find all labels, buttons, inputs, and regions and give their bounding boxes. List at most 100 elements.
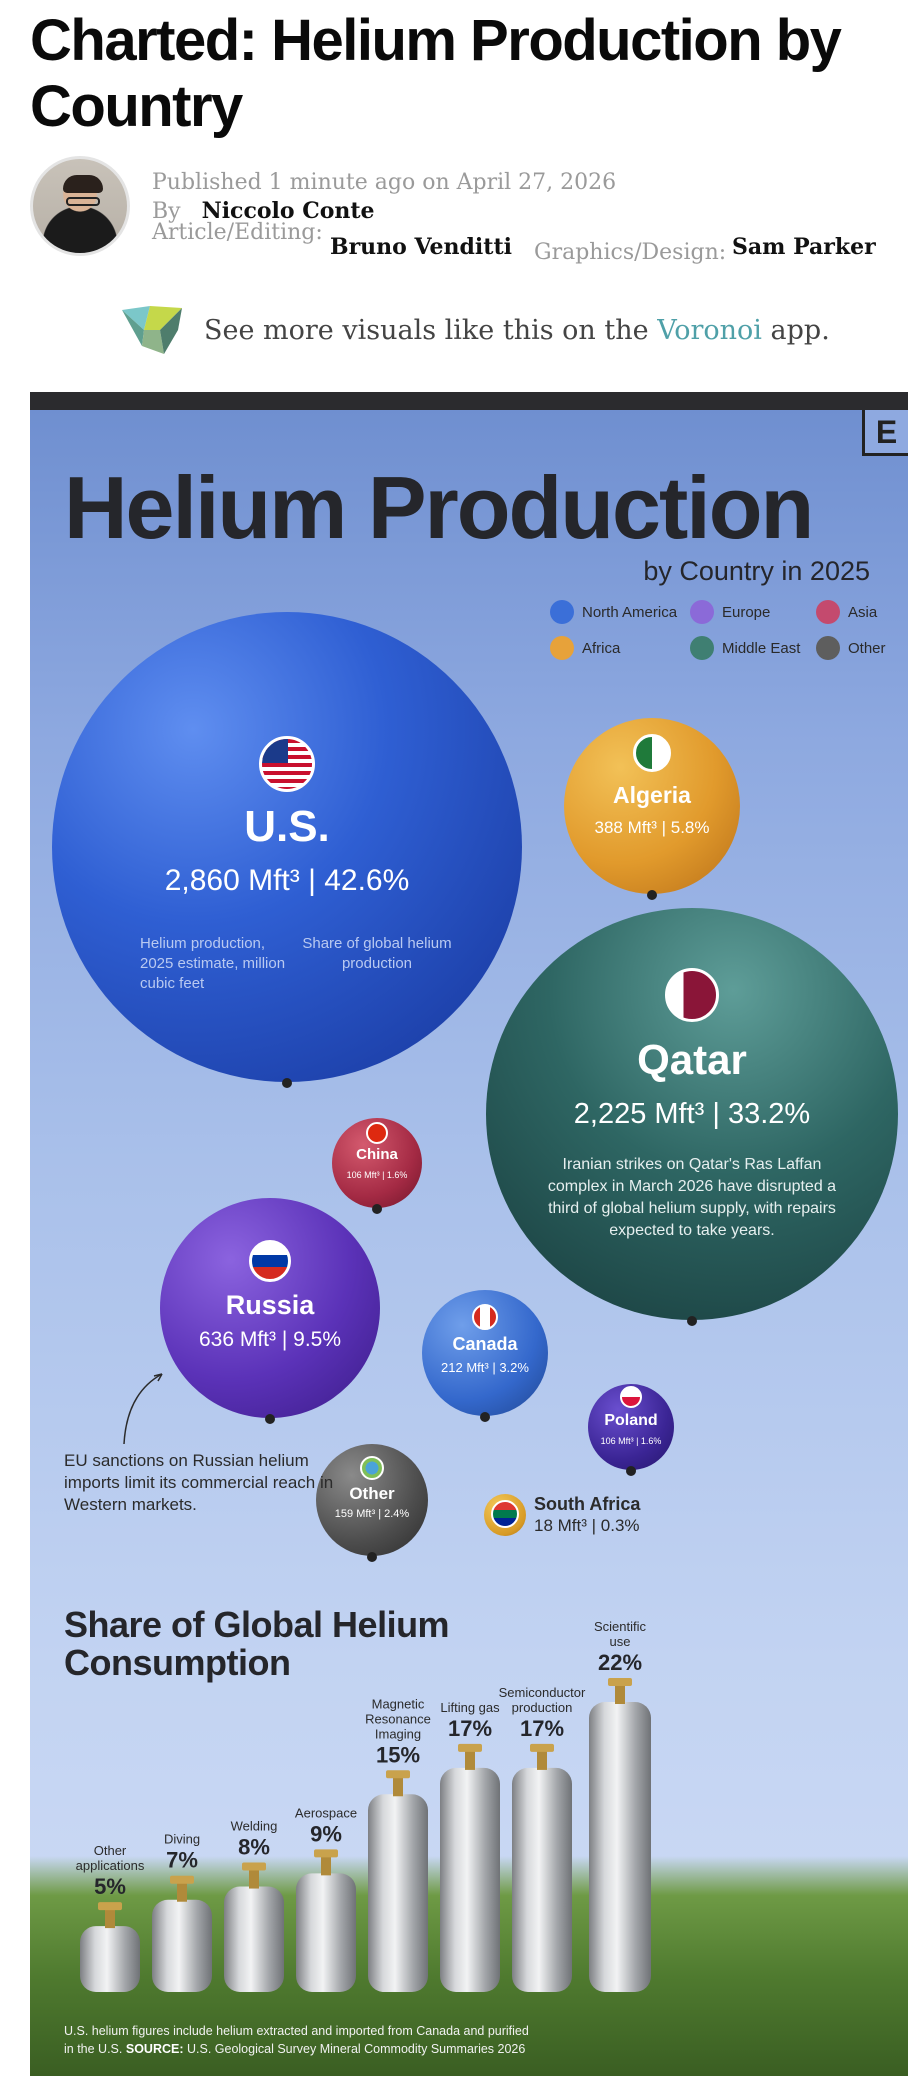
cylinder-valve-cap — [386, 1770, 410, 1779]
cylinder-bar — [589, 1702, 651, 1992]
other-value: 159 Mft³ — [334, 1508, 376, 1520]
poland-name: Poland — [604, 1412, 658, 1429]
china-stat: 106 Mft³ | 1.6% — [346, 1170, 408, 1180]
cylinder-value-label: 22% — [598, 1650, 642, 1675]
article-title: Charted: Helium Production by Country — [30, 8, 842, 139]
cylinder-category-label: use — [610, 1634, 631, 1649]
qatar-note: Iranian strikes on Qatar's Ras Laffan co… — [547, 1156, 837, 1239]
voronoi-link[interactable]: Voronoi — [657, 314, 762, 346]
russia-value: 636 Mft³ — [198, 1328, 277, 1351]
balloon-qatar: Qatar 2,225 Mft³ | 33.2% Iranian strikes… — [486, 908, 898, 1326]
legend-dot — [816, 636, 840, 660]
russia-sanctions-note: EU sanctions on Russian helium imports l… — [64, 1451, 334, 1514]
cylinder-category-label: Diving — [164, 1832, 200, 1847]
voronoi-promo[interactable]: See more visuals like this on the Vorono… — [120, 300, 830, 360]
article-meta: Published 1 minute ago on April 27, 2026… — [152, 170, 876, 266]
cylinder-valve-cap — [530, 1743, 554, 1752]
infographic-subtitle: by Country in 2025 — [643, 556, 870, 586]
legend-label: Europe — [722, 603, 771, 621]
china-name: China — [356, 1146, 398, 1163]
cylinder-category-label: Welding — [231, 1819, 278, 1834]
cylinder-valve — [177, 1881, 187, 1902]
author-line: By Niccolo Conte — [152, 198, 616, 226]
designer-name[interactable]: Sam Parker — [732, 234, 876, 260]
cylinder-value-label: 8% — [238, 1835, 270, 1860]
legend-label: North America — [582, 603, 678, 621]
balloon-canada: Canada 212 Mft³ | 3.2% — [422, 1290, 548, 1422]
balloon-knot — [265, 1414, 275, 1424]
author-avatar[interactable] — [30, 156, 130, 256]
cylinder-category-label: production — [512, 1700, 573, 1715]
footnote-line-2: in the U.S. SOURCE: U.S. Geological Surv… — [64, 2040, 529, 2058]
cylinder-bar — [224, 1886, 284, 1992]
cylinder-valve-cap — [242, 1862, 266, 1871]
cylinder-value-label: 9% — [310, 1821, 342, 1846]
legend-item-africa: Africa — [550, 636, 620, 660]
us-note-share: Share of global helium production — [302, 935, 452, 972]
cylinder-valve — [615, 1684, 625, 1704]
by-prefix: By — [152, 199, 181, 224]
legend-item-other: Other — [816, 636, 886, 660]
cylinder-bar — [152, 1899, 212, 1992]
balloon-knot — [282, 1078, 292, 1088]
balloon-us: U.S. 2,860 Mft³ | 42.6% Helium productio… — [52, 612, 522, 1088]
cylinder-category-label: Scientific — [594, 1619, 647, 1634]
legend-item-asia: Asia — [816, 600, 877, 624]
cylinder-bar — [440, 1767, 500, 1992]
south-africa-flag-icon — [491, 1500, 519, 1528]
cylinder-value-label: 17% — [448, 1716, 492, 1741]
legend-label: Asia — [848, 603, 878, 621]
cylinder-value-label: 7% — [166, 1848, 198, 1873]
cylinder-category-label: Semiconductor — [499, 1685, 586, 1700]
algeria-name: Algeria — [613, 782, 691, 808]
poland-flag-icon — [620, 1386, 642, 1408]
cylinder-valve — [393, 1776, 403, 1797]
cylinder-bar — [512, 1767, 572, 1992]
balloon-other: Other 159 Mft³ | 2.4% — [316, 1444, 428, 1562]
balloon-knot — [367, 1552, 377, 1562]
cylinder-category-label: Other — [94, 1843, 127, 1858]
poland-value: 106 Mft³ — [600, 1436, 634, 1446]
legend-dot — [550, 636, 574, 660]
cylinder-value-label: 17% — [520, 1716, 564, 1741]
china-share: 1.6% — [386, 1170, 408, 1180]
cylinder-bar — [296, 1873, 356, 1992]
legend-label: Other — [848, 639, 886, 657]
cylinder-valve-cap — [458, 1743, 482, 1752]
canada-share: 3.2% — [499, 1360, 529, 1375]
footnote-line-1: U.S. helium figures include helium extra… — [64, 2024, 529, 2038]
annotation-arrow-icon — [123, 1373, 163, 1445]
author-name[interactable]: Niccolo Conte — [201, 198, 375, 224]
source-footnote: U.S. helium figures include helium extra… — [64, 2022, 529, 2058]
cylinder-category-label: Resonance — [365, 1711, 431, 1726]
qatar-flag-icon — [665, 968, 719, 1022]
qatar-value: 2,225 Mft³ — [573, 1098, 705, 1130]
south-africa-value: 18 Mft³ — [534, 1516, 587, 1535]
algeria-value: 388 Mft³ — [594, 818, 657, 837]
cylinder-category-label: Aerospace — [295, 1805, 357, 1820]
voronoi-text-before: See more visuals like this on the — [204, 314, 649, 346]
canada-name: Canada — [452, 1334, 518, 1354]
algeria-share: 5.8% — [670, 818, 710, 837]
cylinder-bar — [368, 1794, 428, 1992]
cylinder-bar — [80, 1926, 140, 1992]
balloon-algeria: Algeria 388 Mft³ | 5.8% — [564, 718, 740, 900]
cylinder-valve — [537, 1749, 547, 1770]
editor-name[interactable]: Bruno Venditti — [330, 234, 512, 260]
canada-flag-icon — [472, 1304, 498, 1330]
credits-line: Article/Editing: Bruno Venditti Graphics… — [152, 220, 876, 266]
legend-item-north-america: North America — [550, 600, 677, 624]
legend-dot — [690, 636, 714, 660]
us-name: U.S. — [244, 802, 330, 851]
cylinder-value-label: 5% — [94, 1874, 126, 1899]
avatar-hair — [63, 175, 103, 193]
us-stat: 2,860 Mft³ | 42.6% — [164, 864, 410, 897]
south-africa-stat: 18 Mft³ | 0.3% — [534, 1516, 640, 1535]
balloon-knot — [372, 1204, 382, 1214]
qatar-stat: 2,225 Mft³ | 33.2% — [573, 1098, 811, 1130]
byline: Published 1 minute ago on April 27, 2026… — [30, 156, 890, 265]
published-date: Published 1 minute ago on April 27, 2026 — [152, 170, 617, 195]
legend-item-middle-east: Middle East — [690, 636, 800, 660]
